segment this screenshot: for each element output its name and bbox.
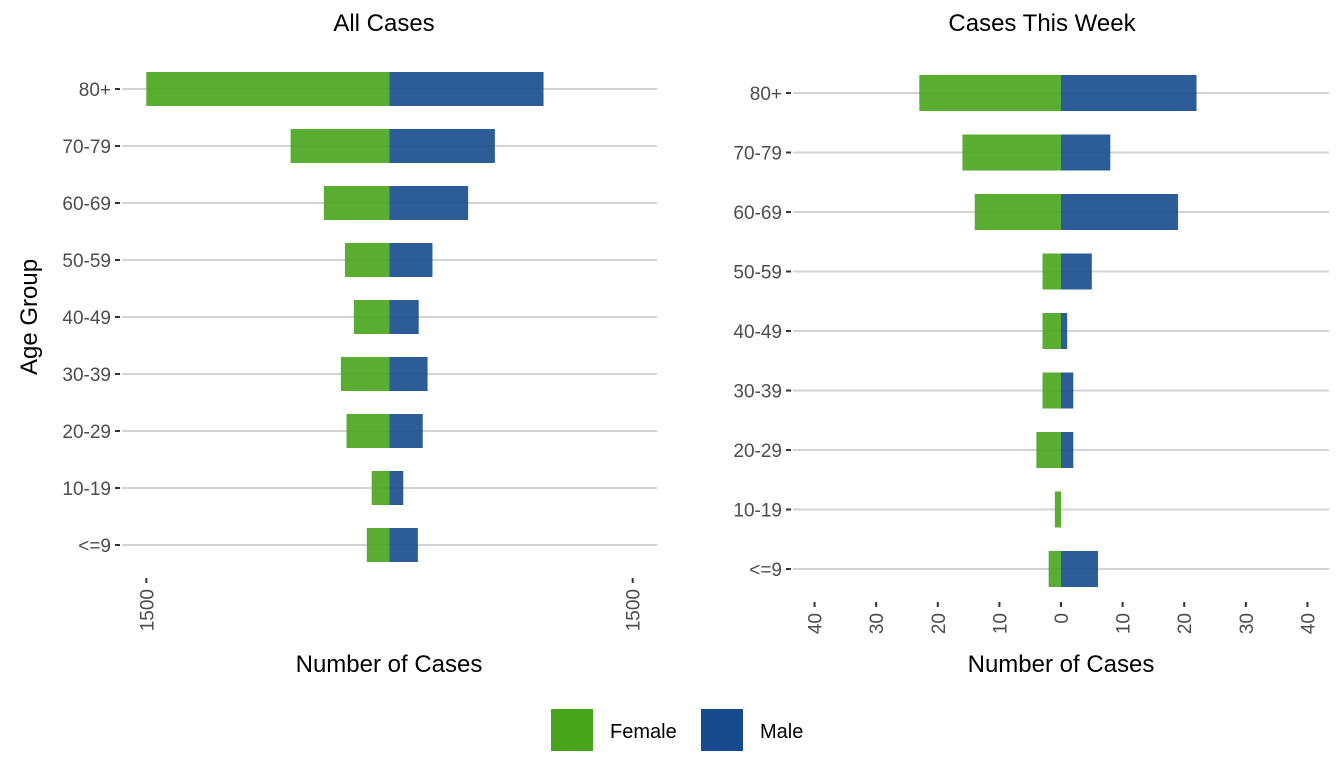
- bar-female: [974, 194, 1061, 230]
- x-tick-label: 30: [867, 613, 888, 634]
- x-axis-title: Number of Cases: [296, 651, 483, 678]
- bar-female: [290, 129, 390, 163]
- y-tick-label: 70-79: [62, 137, 111, 158]
- x-axis-title: Number of Cases: [968, 651, 1155, 678]
- y-tick-label: 10-19: [733, 501, 782, 522]
- y-tick-label: 50-59: [62, 251, 111, 272]
- y-tick-label: 60-69: [62, 194, 111, 215]
- legend-label-male: Male: [760, 721, 803, 743]
- y-tick-label: 50-59: [733, 263, 782, 284]
- bar-female: [366, 528, 390, 562]
- y-axis-title: Age Group: [16, 259, 43, 375]
- bar-female: [1036, 432, 1061, 468]
- chart-title: Cases This Week: [948, 10, 1136, 37]
- bar-female: [1042, 253, 1061, 290]
- legend: Female Male: [551, 709, 803, 751]
- y-tick-label: 20-29: [733, 441, 782, 462]
- bar-male: [389, 414, 423, 448]
- bar-male: [1061, 253, 1092, 290]
- bar-male: [389, 528, 418, 562]
- y-tick-label: 10-19: [62, 479, 111, 500]
- legend-swatch-male: [701, 709, 743, 751]
- bar-female: [1048, 551, 1061, 587]
- y-tick-label: 20-29: [62, 422, 111, 443]
- bar-male: [1061, 313, 1068, 349]
- panel-cases-this-week: 80+ 70-79 60-69 50-59 40-49 30-39 20-29 10-19 <=…: [733, 10, 1329, 678]
- bar-female: [340, 357, 390, 391]
- y-tick-label: 40-49: [62, 308, 111, 329]
- y-tick-label: 30-39: [62, 365, 111, 386]
- bar-female: [1042, 372, 1061, 409]
- y-tick-label: 30-39: [733, 382, 782, 403]
- bar-female: [1042, 313, 1061, 349]
- bar-female: [346, 414, 390, 448]
- bar-male: [389, 186, 469, 220]
- bar-male: [1061, 432, 1074, 468]
- y-tick-label: <=9: [78, 536, 111, 557]
- x-tick-label: 40: [806, 613, 827, 634]
- x-tick-label: 1500: [624, 589, 645, 631]
- y-tick-label: 80+: [750, 84, 782, 105]
- bar-male: [1061, 75, 1197, 111]
- bar-female: [1054, 491, 1061, 528]
- bar-male: [389, 471, 404, 505]
- y-tick-label: 60-69: [733, 203, 782, 224]
- x-tick-label: 40: [1298, 613, 1319, 634]
- chart-title: All Cases: [333, 10, 434, 37]
- bar-male: [389, 243, 433, 277]
- bar-male: [1061, 194, 1179, 230]
- bar-male: [389, 357, 428, 391]
- bar-female: [323, 186, 390, 220]
- bar-male: [1061, 134, 1111, 171]
- bar-female: [146, 72, 390, 106]
- bar-female: [962, 134, 1061, 171]
- bar-male: [389, 300, 419, 334]
- bar-female: [353, 300, 390, 334]
- y-tick-label: 40-49: [733, 322, 782, 343]
- bar-female: [371, 471, 390, 505]
- bar-female: [919, 75, 1061, 111]
- x-tick-label: 0: [1052, 613, 1073, 624]
- bar-male: [389, 129, 495, 163]
- bar-male: [389, 72, 544, 106]
- x-tick-label: 10: [990, 613, 1011, 634]
- legend-label-female: Female: [610, 721, 677, 743]
- bar-male: [1061, 551, 1098, 587]
- legend-swatch-female: [551, 709, 593, 751]
- x-tick-label: 10: [1114, 613, 1135, 634]
- bar-male: [1061, 372, 1074, 409]
- y-tick-label: 70-79: [733, 144, 782, 165]
- x-tick-label: 1500: [137, 589, 158, 631]
- x-tick-label: 20: [929, 613, 950, 634]
- x-tick-label: 20: [1175, 613, 1196, 634]
- x-tick-label: 30: [1237, 613, 1258, 634]
- panel-all-cases: 80+ 70-79 60-69 50-59 40-49 30-39 20-29 10-19 <=…: [16, 10, 657, 678]
- y-tick-label: 80+: [79, 80, 111, 101]
- y-tick-label: <=9: [749, 560, 782, 581]
- bar-female: [344, 243, 390, 277]
